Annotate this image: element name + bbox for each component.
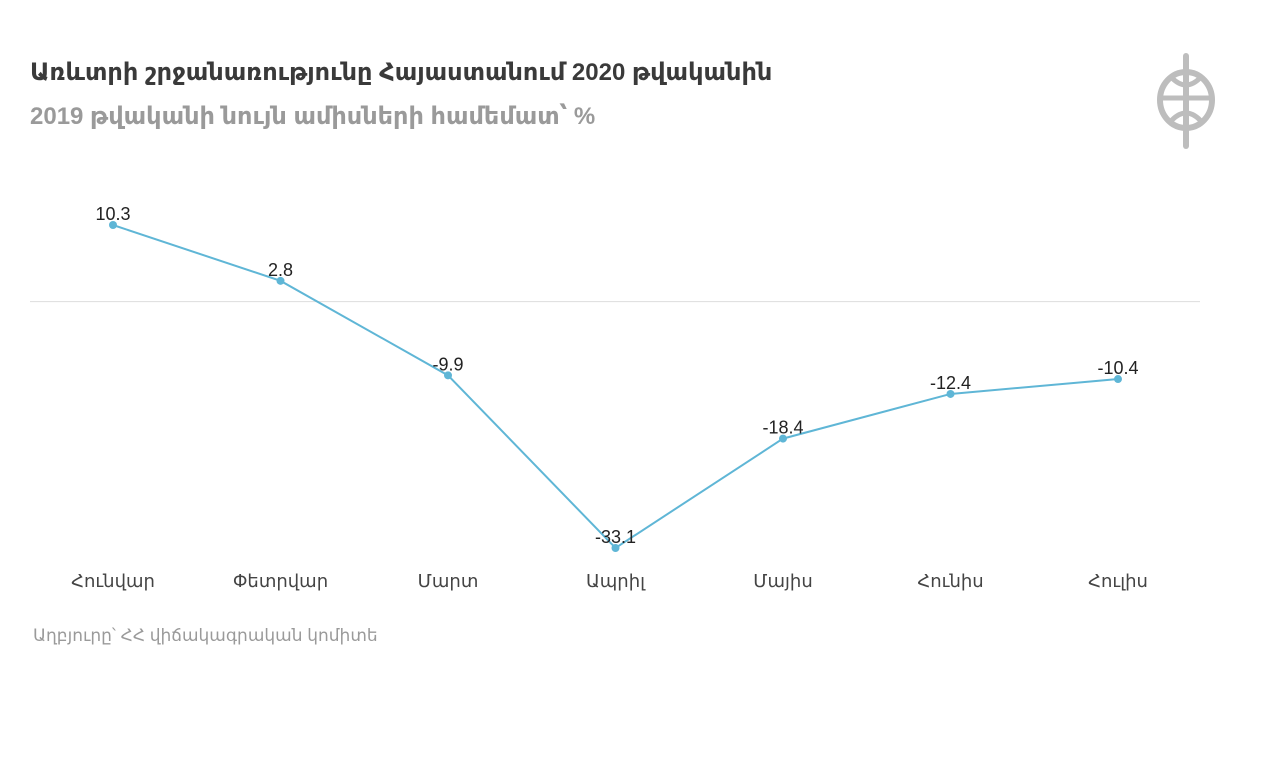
data-point (946, 389, 955, 398)
data-label: -9.9 (432, 354, 463, 374)
chart-title: Առևտրի շրջանառությունը Հայաստանում 2020 … (30, 59, 773, 86)
data-point (109, 221, 117, 229)
data-point (276, 276, 285, 285)
x-tick-label: Մայիս (753, 571, 812, 591)
data-point (1114, 375, 1122, 384)
data-point (611, 544, 620, 552)
data-label: -18.4 (762, 418, 803, 438)
x-tick-label: Ապրիլ (586, 571, 646, 591)
x-tick-label: Հունիս (917, 571, 983, 591)
x-tick-label: Հունվար (71, 571, 155, 591)
x-tick-label: Հուլիս (1088, 571, 1148, 591)
x-tick-label: Մարտ (418, 571, 479, 591)
x-tick-label: Փետրվար (233, 571, 328, 591)
data-label: -10.4 (1097, 358, 1138, 378)
data-point (779, 434, 787, 443)
logo-arc-bottom (1169, 110, 1203, 123)
logo-arc-top (1169, 75, 1203, 88)
data-label: -33.1 (595, 527, 636, 547)
data-label: 10.3 (95, 204, 130, 224)
data-label: -12.4 (930, 373, 971, 393)
chart-subtitle: 2019 թվականի նույն ամիսների համեմատ՝ % (30, 103, 596, 130)
data-point (444, 371, 452, 380)
source-note: Աղբյուրը՝ ՀՀ վիճակագրական կոմիտե (33, 626, 378, 645)
logo-icon (1148, 48, 1224, 154)
circle-trident-logo-icon (1157, 53, 1215, 149)
data-label: 2.8 (268, 260, 293, 280)
